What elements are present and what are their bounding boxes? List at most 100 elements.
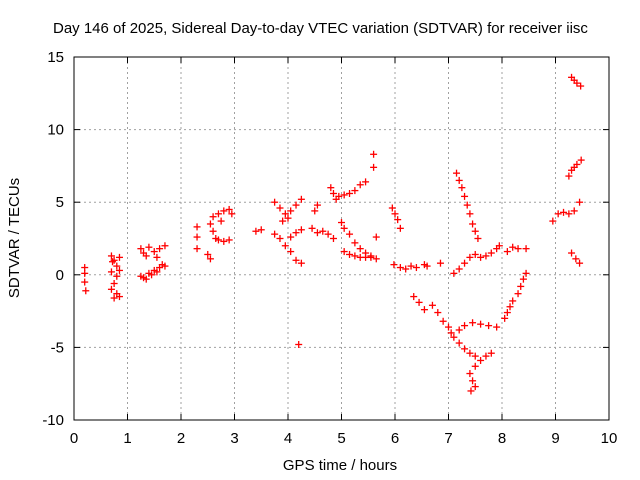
data-point	[161, 242, 169, 250]
data-point	[461, 322, 469, 330]
x-tick-label: 8	[498, 430, 506, 447]
data-point	[402, 265, 410, 273]
data-point	[82, 287, 90, 295]
data-point	[148, 271, 156, 279]
x-tick-label: 3	[230, 430, 238, 447]
data-point	[455, 339, 463, 347]
y-tick-label: -10	[42, 412, 64, 429]
data-point	[308, 224, 316, 232]
data-point	[461, 345, 469, 353]
x-tick-label: 2	[177, 430, 185, 447]
data-point	[469, 220, 477, 228]
data-point	[153, 253, 161, 261]
data-point	[287, 248, 295, 256]
data-point	[107, 285, 115, 293]
axis-ticks	[73, 56, 610, 421]
data-point	[340, 224, 348, 232]
data-point	[292, 229, 300, 237]
data-point	[204, 250, 212, 258]
data-point	[461, 192, 469, 200]
data-point	[455, 265, 463, 273]
data-point	[517, 282, 525, 290]
data-point	[351, 187, 359, 195]
data-point	[501, 314, 509, 322]
x-tick-label: 0	[70, 430, 78, 447]
data-point	[335, 192, 343, 200]
data-point	[257, 226, 265, 234]
data-point	[214, 236, 222, 244]
data-point	[509, 297, 517, 305]
data-point	[142, 252, 150, 260]
data-point	[471, 250, 479, 258]
data-point	[362, 178, 370, 186]
data-point	[271, 198, 279, 206]
data-point	[340, 248, 348, 256]
data-point	[577, 156, 585, 164]
data-point	[423, 262, 431, 270]
data-point	[324, 230, 332, 238]
data-point	[311, 207, 319, 215]
data-point	[503, 309, 511, 317]
data-point	[506, 303, 514, 311]
x-axis-label: GPS time / hours	[283, 457, 397, 474]
data-point	[81, 269, 89, 277]
data-point	[193, 223, 201, 231]
data-point	[396, 264, 404, 272]
data-point	[412, 264, 420, 272]
data-point	[281, 210, 289, 218]
data-point	[509, 243, 517, 251]
data-point	[514, 290, 522, 298]
x-tick-label: 7	[444, 430, 452, 447]
chart-title: Day 146 of 2025, Sidereal Day-to-day VTE…	[53, 20, 588, 37]
data-point	[214, 210, 222, 218]
data-point	[458, 184, 466, 192]
data-point	[447, 329, 455, 337]
data-point	[209, 213, 217, 221]
data-point	[471, 227, 479, 235]
data-point	[329, 189, 337, 197]
y-tick-label: 15	[47, 49, 64, 66]
data-point	[466, 210, 474, 218]
data-point	[137, 245, 145, 253]
data-point	[225, 205, 233, 213]
data-point	[487, 249, 495, 257]
data-point	[467, 387, 475, 395]
data-point	[455, 326, 463, 334]
data-point	[482, 352, 490, 360]
data-point	[410, 293, 418, 301]
data-point	[327, 184, 335, 192]
data-point	[284, 214, 292, 222]
x-tick-label: 9	[551, 430, 559, 447]
data-point	[113, 262, 121, 270]
data-point	[370, 163, 378, 171]
data-point	[450, 269, 458, 277]
data-point	[156, 245, 164, 253]
data-point	[471, 352, 479, 360]
data-point	[113, 272, 121, 280]
data-point	[351, 239, 359, 247]
data-point	[329, 235, 337, 242]
data-point	[573, 160, 581, 168]
data-point	[271, 230, 279, 238]
data-point	[477, 320, 485, 328]
data-point	[519, 275, 527, 283]
data-point	[549, 217, 557, 225]
data-point	[466, 370, 474, 378]
data-point	[145, 243, 153, 251]
data-point	[313, 201, 321, 209]
data-point	[110, 256, 118, 264]
data-point	[568, 249, 576, 257]
data-point	[279, 217, 287, 225]
data-point	[346, 250, 354, 258]
data-point	[573, 79, 581, 87]
data-point	[295, 340, 303, 348]
data-point	[142, 275, 150, 283]
data-point	[220, 207, 228, 215]
data-point	[109, 258, 117, 266]
data-point	[394, 216, 402, 224]
data-point	[217, 217, 225, 225]
data-point	[292, 256, 300, 264]
grid-lines	[74, 57, 609, 420]
data-point	[372, 255, 380, 263]
